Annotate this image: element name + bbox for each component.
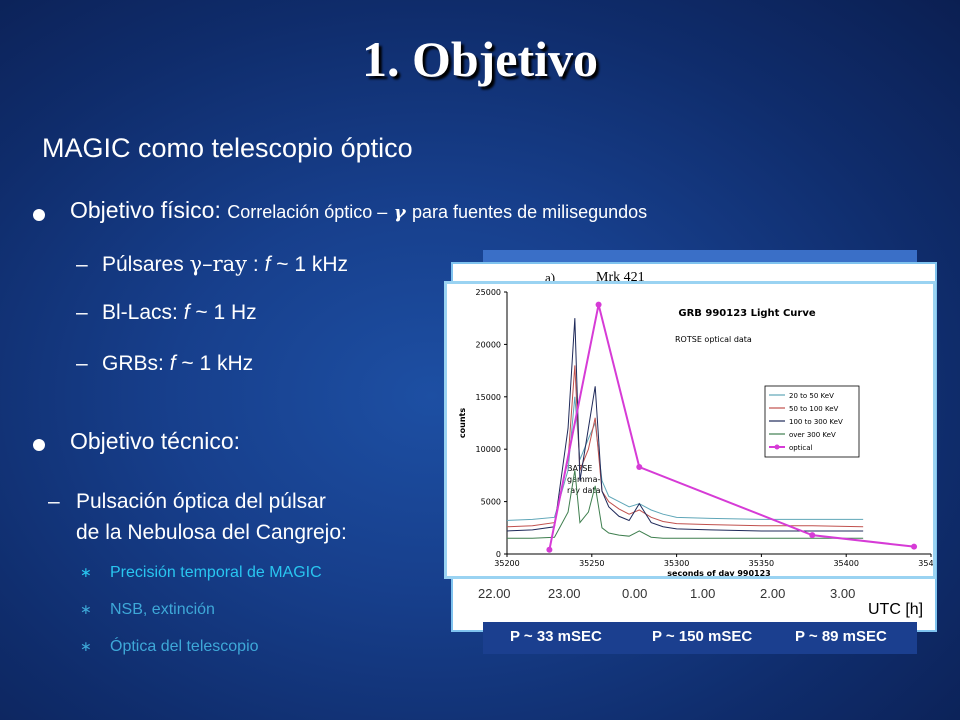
annotation-rotse: ROTSE optical data [675, 335, 752, 344]
period-label: P ~ 150 mSEC [652, 628, 753, 645]
back-figure-panel-label: a) [545, 270, 556, 285]
series-line-3 [507, 470, 864, 539]
subitem-precision: ∗ Precisión temporal de MAGIC [80, 564, 322, 581]
subitem-nsb: ∗ NSB, extinción [80, 601, 215, 618]
legend-label: 100 to 300 KeV [789, 418, 843, 426]
optical-point [911, 543, 918, 550]
gamma-symbol: γ [393, 202, 406, 223]
y-tick-label: 10000 [476, 445, 501, 454]
period-label: P ~ 89 mSEC [795, 628, 887, 645]
y-tick-label: 5000 [481, 498, 501, 507]
series-line-2 [506, 318, 864, 532]
optical-point [595, 301, 602, 308]
y-tick-label: 0 [496, 550, 501, 559]
asterisk-icon: ∗ [80, 638, 92, 654]
grb-light-curve-chart: 0 5000 10000 15000 20000 25000 35200 35250 35300… [458, 288, 944, 578]
asterisk-icon: ∗ [80, 564, 92, 580]
y-tick-label: 20000 [476, 340, 501, 349]
period-label: P ~ 33 mSEC [510, 628, 602, 645]
legend-label: over 300 KeV [789, 431, 836, 439]
series-line-1 [506, 365, 864, 528]
x-tick-label: 35250 [579, 559, 604, 568]
legend-label: optical [789, 444, 813, 452]
objetivo-fisico-detail-2: para fuentes de milisegundos [412, 202, 648, 222]
bullet-dot-icon [33, 439, 45, 451]
y-tick-label: 15000 [476, 393, 501, 402]
annotation-batse: gamma- [567, 475, 600, 484]
period-strip [483, 622, 917, 654]
back-tick: 23.00 [548, 586, 581, 601]
subitem-optica: ∗ Óptica del telescopio [80, 638, 259, 655]
x-tick-label: 35200 [494, 559, 519, 568]
objetivo-fisico-detail: Correlación óptico – [227, 202, 388, 222]
back-tick: 0.00 [622, 586, 648, 601]
y-axis-label: counts [458, 408, 467, 438]
optical-point [546, 546, 553, 553]
series-line-0 [506, 396, 864, 521]
optical-point [636, 464, 643, 471]
bullet-dot-icon [33, 209, 45, 221]
back-utc-label: UTC [h] [868, 601, 924, 618]
x-tick-label: 35300 [664, 559, 689, 568]
back-tick: 1.00 [690, 586, 716, 601]
x-tick-label: 35350 [749, 559, 774, 568]
x-tick-label: 35400 [833, 559, 858, 568]
objetivo-fisico-label: Objetivo físico: [70, 197, 221, 223]
objetivo-tecnico-label: Objetivo técnico: [70, 428, 241, 454]
legend-label: 20 to 50 KeV [789, 392, 834, 400]
back-tick: 2.00 [760, 586, 786, 601]
x-axis-label: seconds of day 990123 [667, 569, 770, 576]
legend-marker [774, 444, 780, 450]
grb-light-curve-figure: 0 5000 10000 15000 20000 25000 35200 35250 35300… [444, 281, 944, 579]
chart-title: GRB 990123 Light Curve [678, 308, 815, 319]
asterisk-icon: ∗ [80, 601, 92, 617]
pulsacion-item: – Pulsación óptica del púlsar de la Nebul… [48, 490, 347, 544]
list-item-grbs: – GRBs: f ~ 1 kHz [76, 352, 254, 375]
slide-title: 1. Objetivo [361, 31, 599, 87]
list-item-bllacs: – Bl-Lacs: f ~ 1 Hz [76, 301, 257, 324]
back-tick: 3.00 [830, 586, 856, 601]
objetivo-fisico: Objetivo físico: Correlación óptico – γ … [70, 197, 647, 224]
list-item-pulsares: – Púlsares γ–ray : f ~ 1 kHz [76, 252, 349, 276]
back-tick: 22.00 [478, 586, 511, 601]
annotation-batse: ray data [567, 486, 601, 495]
legend-label: 50 to 100 KeV [789, 405, 839, 413]
slide-subtitle: MAGIC como telescopio óptico [42, 133, 413, 163]
x-tick-label: 35450 [918, 559, 933, 568]
y-tick-label: 25000 [476, 288, 501, 297]
optical-point [809, 532, 816, 539]
